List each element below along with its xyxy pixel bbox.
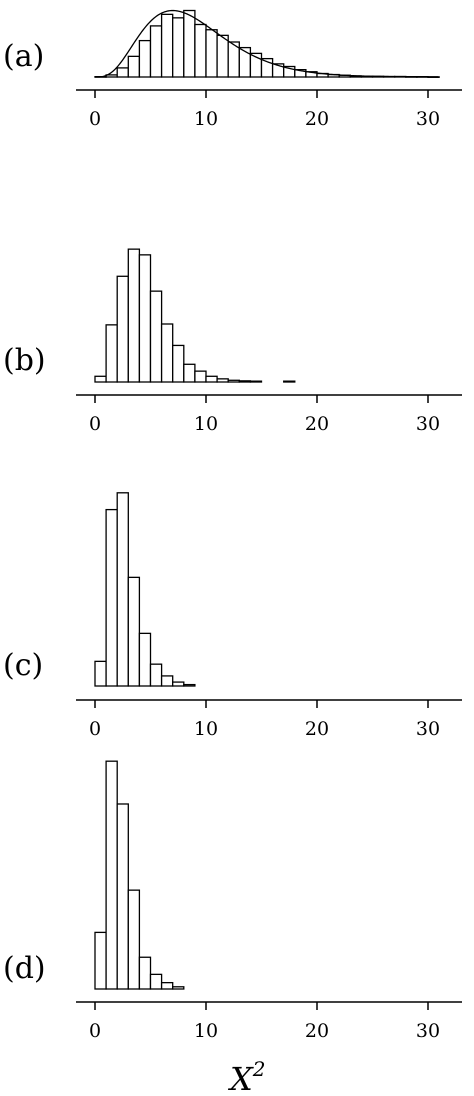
histogram-bar (116, 803, 129, 990)
histogram-bar (160, 981, 174, 990)
histogram-bar (205, 29, 218, 78)
histogram-bar (116, 275, 129, 383)
histogram-bar (105, 508, 118, 687)
x-tick-label: 20 (305, 108, 329, 130)
histogram-bar (138, 956, 152, 990)
histogram-bar (138, 254, 152, 383)
x-axis-title-superscript: 2 (252, 1057, 266, 1081)
histogram-bar (160, 13, 174, 78)
histogram-bar (172, 681, 185, 687)
density-curve (95, 9, 438, 78)
panels: (a) 0 10 20 30 (b) 0 10 20 30 (c) 0 10 20 30 (d) 0 10 20 30 (3, 9, 462, 1042)
histogram-bar (160, 323, 174, 383)
histogram-bar (205, 375, 218, 383)
x-axis-title-main: X (227, 1060, 254, 1096)
panel-label: (d) (3, 951, 46, 986)
histogram-bar (149, 25, 163, 78)
x-tick-label: 10 (194, 108, 218, 130)
x-tick-label: 0 (89, 413, 101, 435)
histogram-bar (172, 986, 185, 990)
histogram-bar (183, 363, 196, 383)
x-tick-label: 30 (416, 718, 440, 740)
histogram-bar (227, 379, 240, 383)
x-tick-label: 20 (305, 718, 329, 740)
x-tick-label: 20 (305, 413, 329, 435)
histogram-bar (249, 380, 263, 383)
x-tick-label: 30 (416, 1020, 440, 1042)
histogram-bar (127, 248, 141, 383)
x-tick-label: 0 (89, 1020, 101, 1042)
histogram-bar (127, 889, 141, 990)
x-tick-label: 30 (416, 413, 440, 435)
x-tick-label: 10 (194, 1020, 218, 1042)
histogram-bar (94, 660, 107, 687)
histogram-bar (116, 67, 129, 78)
histogram-bar (94, 931, 107, 990)
x-tick-label: 30 (416, 108, 440, 130)
histogram-bar (283, 380, 296, 383)
panel-label: (c) (3, 648, 43, 683)
histogram-bar (149, 663, 163, 687)
histogram-bar (160, 675, 174, 687)
x-tick-label: 10 (194, 718, 218, 740)
histogram-bar (138, 632, 152, 687)
histogram-bar (194, 370, 207, 383)
histogram-bar (172, 17, 185, 78)
histogram-bar (183, 683, 196, 687)
histogram-bar (127, 576, 141, 687)
histogram-panel: (b) 0 10 20 30 (3, 248, 462, 435)
histogram-bar (116, 492, 129, 687)
panel-label: (a) (3, 39, 44, 74)
x-axis-title: X2 (227, 1057, 266, 1096)
histogram-bar (216, 34, 229, 78)
histogram-bar (138, 39, 152, 78)
histogram-bar (127, 55, 141, 78)
histogram-bar (238, 380, 252, 383)
histogram-bar (149, 973, 163, 990)
x-tick-label: 0 (89, 718, 101, 740)
histogram-bar (105, 324, 118, 383)
x-tick-label: 20 (305, 1020, 329, 1042)
histogram-bar (194, 23, 207, 78)
histogram-bar (105, 760, 118, 990)
histogram-panel: (c) 0 10 20 30 (3, 492, 462, 740)
histogram-bar (94, 375, 107, 383)
histogram-panel: (a) 0 10 20 30 (3, 9, 462, 130)
histogram-bar (149, 290, 163, 383)
histogram-bar (183, 9, 196, 78)
x-tick-label: 10 (194, 413, 218, 435)
panel-label: (b) (3, 343, 46, 378)
histogram-bar (216, 378, 229, 383)
histogram-panel: (d) 0 10 20 30 (3, 760, 462, 1042)
x-tick-label: 0 (89, 108, 101, 130)
histogram-bar (172, 344, 185, 383)
